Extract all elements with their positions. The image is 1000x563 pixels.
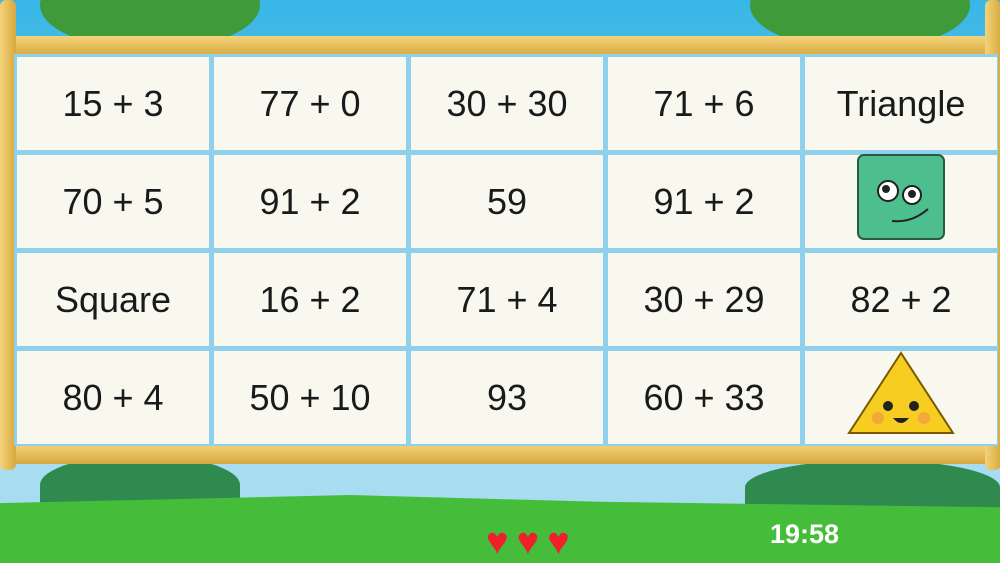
- card-label: 30 + 29: [643, 278, 765, 320]
- card[interactable]: Square: [17, 253, 209, 346]
- bamboo-frame-left: [0, 0, 16, 470]
- card-label: 30 + 30: [446, 82, 568, 124]
- heart-icon: ♥: [547, 521, 570, 563]
- card-label: 15 + 3: [62, 82, 164, 124]
- card[interactable]: [805, 351, 997, 444]
- card-label: Square: [54, 278, 172, 320]
- card[interactable]: 50 + 10: [214, 351, 406, 444]
- card-label: 91 + 2: [259, 180, 361, 222]
- card-label: 93: [486, 376, 528, 418]
- card[interactable]: 91 + 2: [214, 155, 406, 248]
- card[interactable]: 82 + 2: [805, 253, 997, 346]
- square-face-icon: [856, 153, 946, 250]
- bamboo-frame-bottom: [0, 444, 1000, 464]
- card-label: 91 + 2: [653, 180, 755, 222]
- bamboo-frame-top: [0, 36, 1000, 56]
- card[interactable]: 77 + 0: [214, 57, 406, 150]
- card-label: 59: [486, 180, 528, 222]
- grass: [0, 495, 1000, 563]
- heart-icon: ♥: [486, 521, 509, 563]
- card-label: 60 + 33: [643, 376, 765, 418]
- card[interactable]: 16 + 2: [214, 253, 406, 346]
- card[interactable]: 71 + 6: [608, 57, 800, 150]
- card-label: 82 + 2: [850, 278, 952, 320]
- card-label: 71 + 6: [653, 82, 755, 124]
- card-label: 77 + 0: [259, 82, 361, 124]
- card[interactable]: 91 + 2: [608, 155, 800, 248]
- heart-icon: ♥: [516, 521, 540, 563]
- card-label: 50 + 10: [249, 376, 371, 418]
- card[interactable]: 70 + 5: [17, 155, 209, 248]
- card-grid: 15 + 3 77 + 0 30 + 30 71 + 6 Triangle 70 + 5 9…: [17, 57, 997, 444]
- card-label: 80 + 4: [62, 376, 164, 418]
- card[interactable]: 15 + 3: [17, 57, 209, 150]
- card[interactable]: [805, 153, 997, 250]
- card[interactable]: 30 + 29: [608, 253, 800, 346]
- lives: ♥ ♥ ♥: [486, 521, 570, 563]
- card[interactable]: 30 + 30: [411, 57, 603, 150]
- card[interactable]: 59: [411, 155, 603, 248]
- triangle-face-icon: [846, 350, 956, 445]
- card-label: 70 + 5: [62, 180, 164, 222]
- timer: 19:58: [770, 519, 840, 549]
- card[interactable]: 71 + 4: [411, 253, 603, 346]
- card[interactable]: Triangle: [805, 57, 997, 150]
- card[interactable]: 93: [411, 351, 603, 444]
- card-label: Triangle: [836, 82, 966, 124]
- card-label: 71 + 4: [456, 278, 558, 320]
- card-label: 16 + 2: [259, 278, 361, 320]
- card[interactable]: 80 + 4: [17, 351, 209, 444]
- card[interactable]: 60 + 33: [608, 351, 800, 444]
